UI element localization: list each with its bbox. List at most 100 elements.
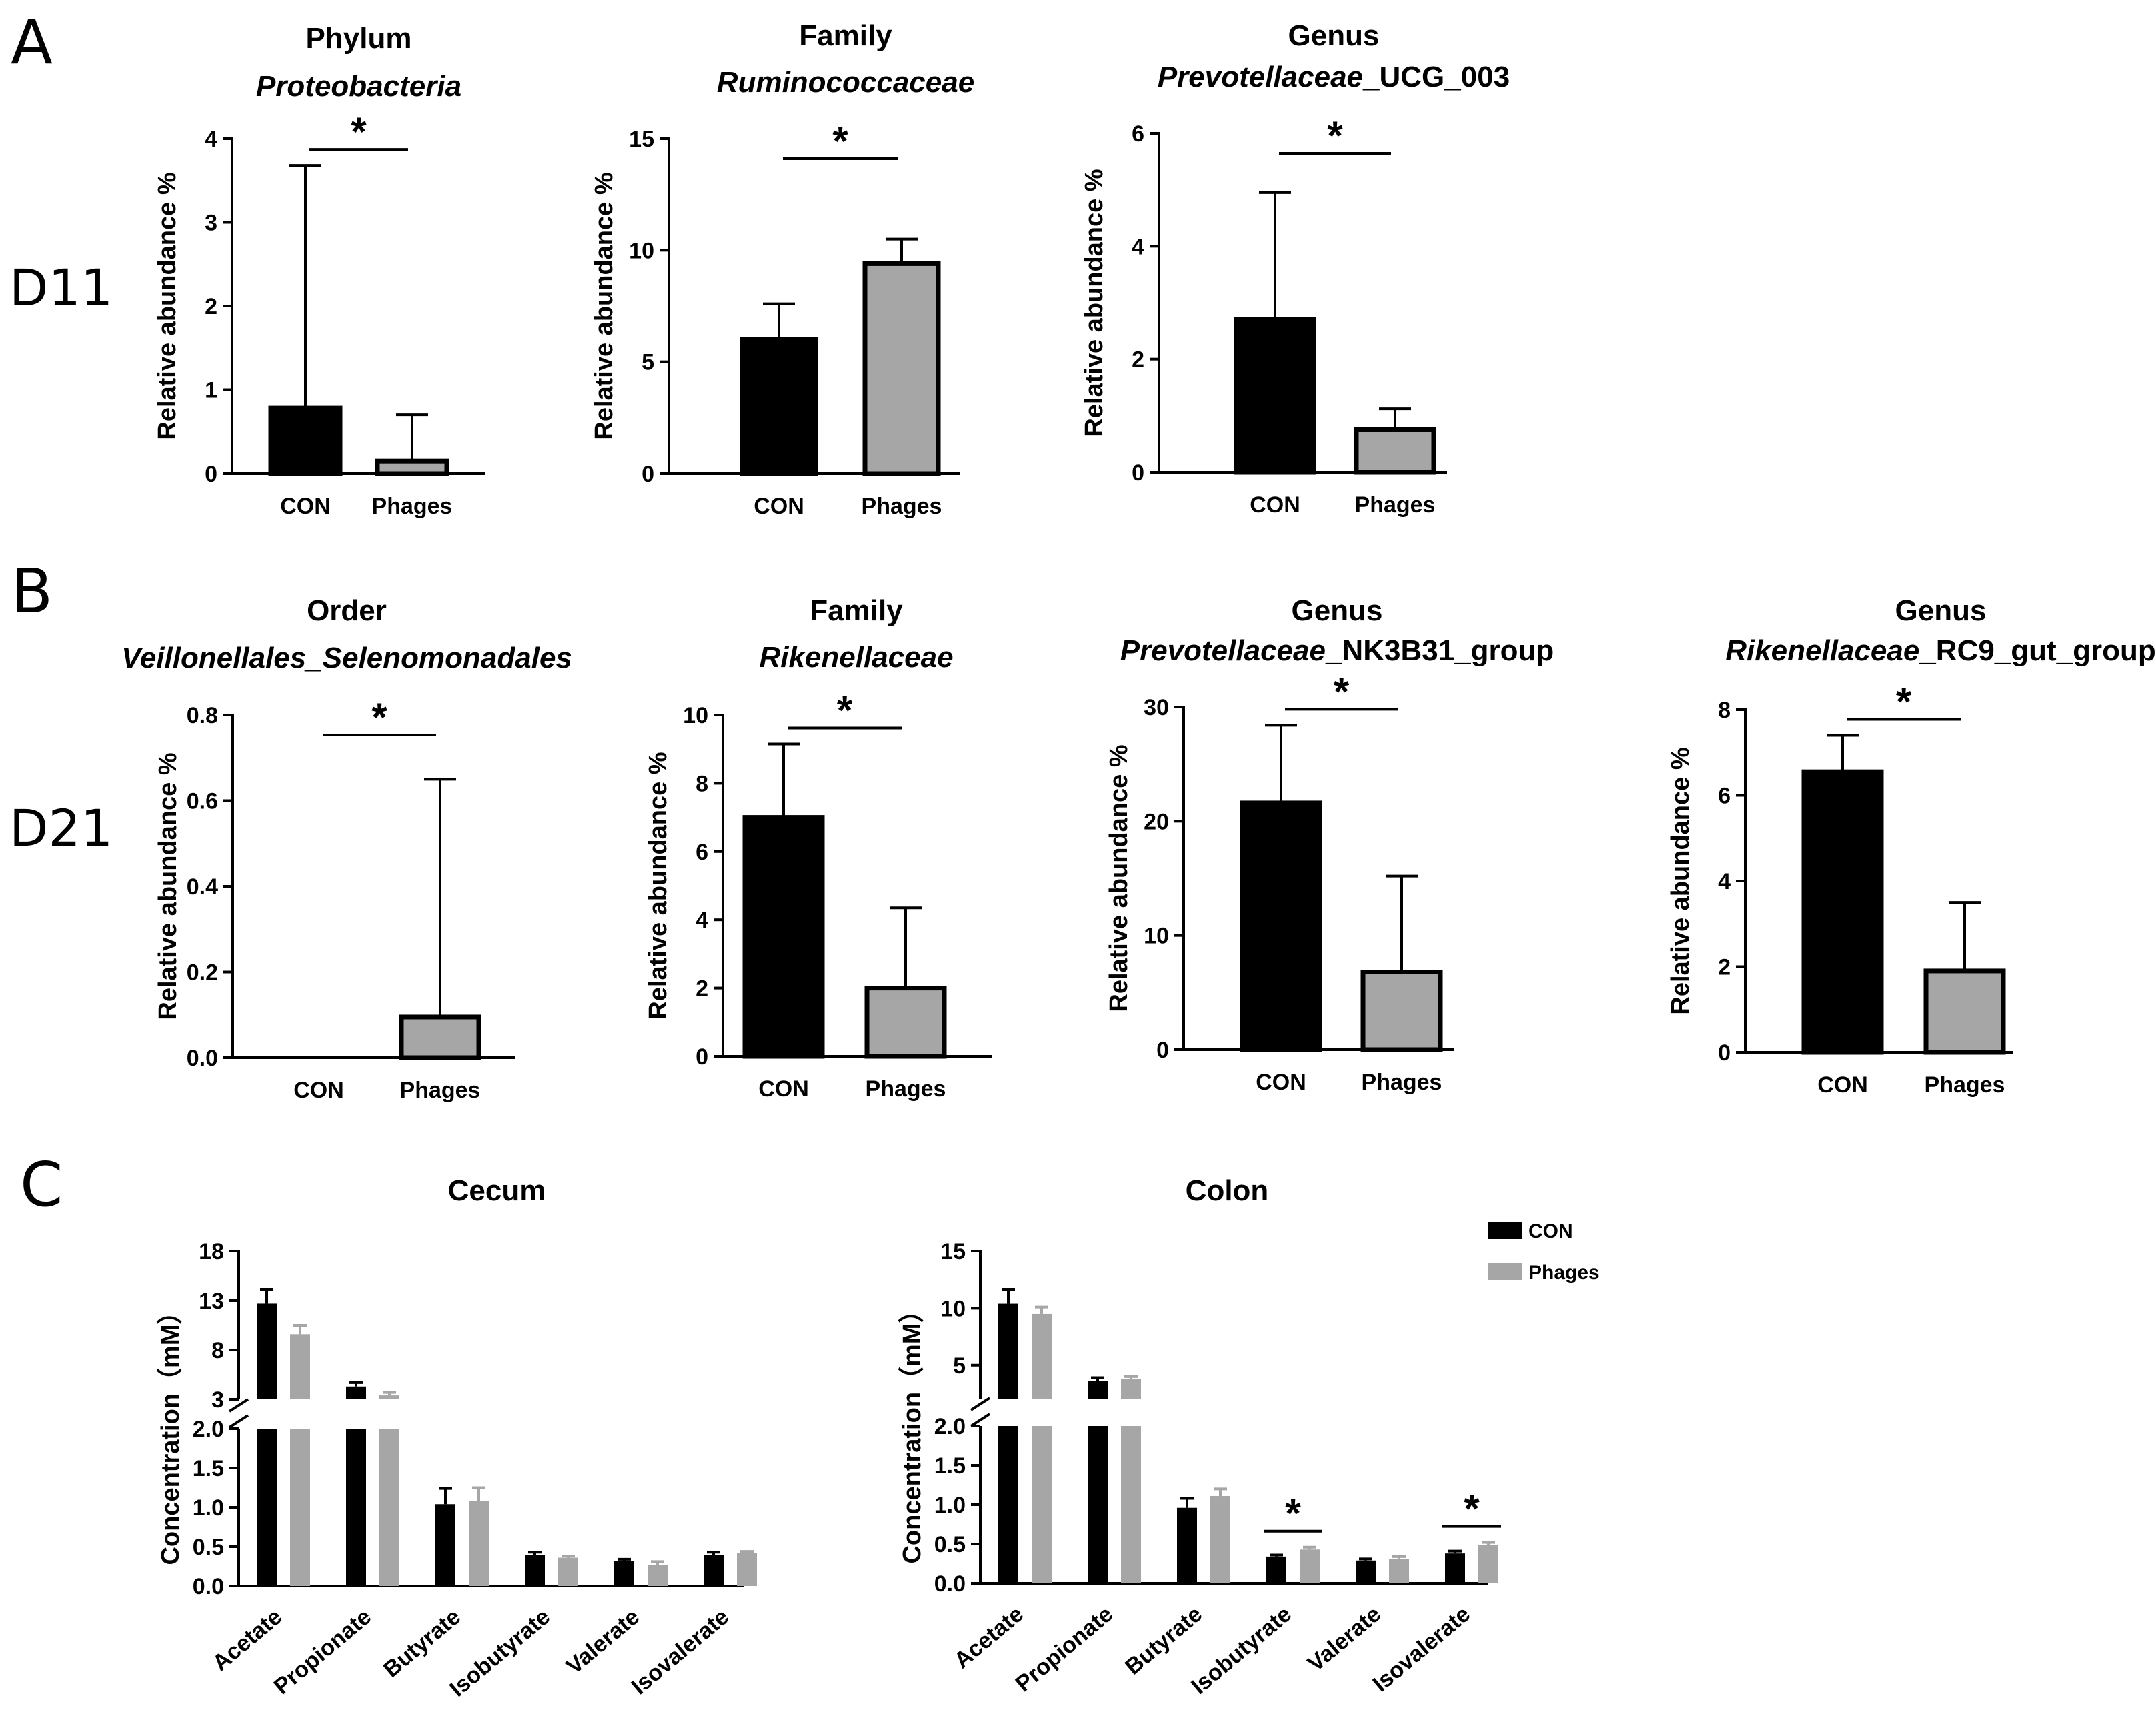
a3-ytick-label: 6 (1132, 121, 1144, 147)
b3-title-taxon: Prevotellaceae_NK3B31_group (1120, 634, 1554, 667)
b4-title-taxon-suffix: _RC9_gut_group (1919, 634, 2155, 667)
c2-bar-con-acetate (998, 1303, 1018, 1399)
c2-xtick-valerate: Valerate (1303, 1601, 1386, 1677)
c2-bar-con-isobutyrate (1266, 1556, 1286, 1583)
legend-label-con: CON (1528, 1220, 1573, 1242)
c2-ytick-label: 0.0 (934, 1571, 966, 1597)
a2-title-taxon: Ruminococcaceae (717, 66, 974, 99)
a2-bar-con (740, 337, 818, 476)
a1-title-taxon-name: Proteobacteria (256, 70, 461, 103)
b4-ytick-label: 2 (1718, 955, 1731, 980)
panel-label-b: B (11, 556, 53, 627)
b4-bar-phages (1923, 968, 2006, 1055)
a1-signif-star: * (351, 109, 367, 154)
c2-axis-break-mark (970, 1413, 991, 1427)
c2-ytick-label: 10 (940, 1296, 966, 1321)
b1-ytick-label: 0.8 (187, 703, 218, 728)
b3-y-label: Relative abundance % (1105, 744, 1133, 1012)
b4-ytick-label: 8 (1718, 698, 1731, 723)
a3-xtick-con: CON (1250, 492, 1300, 518)
c2-ytick-label: 15 (940, 1239, 966, 1264)
c2-bar-con-isovalerate (1445, 1553, 1465, 1583)
c2-ytick-label: 1.5 (934, 1453, 966, 1479)
a3-bar-con (1234, 317, 1316, 475)
c1-xtick-valerate: Valerate (562, 1604, 644, 1679)
c2-bar-phages-propionate (1121, 1379, 1141, 1399)
c2-bar-phages-isovalerate (1478, 1545, 1498, 1583)
b4-title-taxon: Rikenellaceae_RC9_gut_group (1725, 634, 2156, 667)
c2-ytick-label: 0.5 (934, 1532, 966, 1557)
c1-ytick-label: 1.5 (193, 1456, 224, 1481)
a1-bar-con (268, 405, 343, 476)
c2-ytick-label: 2.0 (934, 1414, 966, 1439)
b2-ytick-label: 8 (696, 771, 708, 796)
c1-bar-con-butyrate (435, 1504, 455, 1586)
c1-title: Cecum (448, 1174, 546, 1207)
a2-title-rank: Family (799, 19, 892, 52)
a2-ytick-label: 0 (642, 462, 654, 487)
b4-bar-con (1801, 769, 1884, 1055)
b2-ytick-label: 6 (696, 840, 708, 865)
a3-ytick-label: 4 (1132, 234, 1144, 259)
b3-ytick-label: 30 (1144, 695, 1169, 720)
b1-xtick-con: CON (293, 1078, 344, 1103)
a1-bar-phages (375, 458, 449, 476)
c1-bar-phages-propionate-lower (379, 1429, 399, 1586)
b2-title-rank: Family (810, 594, 903, 627)
c2-bar-con-propionate-lower (1088, 1426, 1108, 1583)
c1-y-label: Concentration（mM） (157, 1299, 185, 1565)
row-label-d21: D21 (9, 798, 113, 858)
b2-ytick-label: 0 (696, 1044, 708, 1070)
c2-bar-phages-butyrate (1210, 1496, 1230, 1583)
b3-title-taxon-name: Prevotellaceae (1120, 634, 1326, 667)
b4-xtick-con: CON (1817, 1072, 1868, 1098)
a2-bar-phages (862, 261, 941, 476)
c2-bar-con-propionate (1088, 1381, 1108, 1399)
a1-ytick-label: 1 (205, 378, 217, 403)
c1-bar-con-valerate (614, 1561, 634, 1586)
b1-ytick-label: 0.0 (187, 1046, 218, 1071)
b4-title-taxon-name: Rikenellaceae (1725, 634, 1919, 667)
b3-ytick-label: 10 (1144, 924, 1169, 949)
b2-bar-con (742, 815, 825, 1059)
b1-ytick-label: 0.2 (187, 960, 218, 986)
c1-bar-con-isobutyrate (525, 1555, 545, 1586)
a3-title-taxon: Prevotellaceae_UCG_003 (1158, 61, 1510, 93)
c1-xtick-isovalerate: Isovalerate (627, 1604, 734, 1699)
a2-ytick-label: 10 (629, 238, 654, 263)
c2-xtick-butyrate: Butyrate (1120, 1601, 1207, 1680)
b3-ytick-label: 20 (1144, 809, 1169, 834)
a1-xtick-con: CON (280, 494, 331, 519)
b1-title-taxon-name: Veillonellales_Selenomonadales (121, 642, 572, 674)
a3-title-taxon-suffix: _UCG_003 (1362, 61, 1510, 93)
b1-title-rank: Order (307, 594, 387, 627)
b2-signif-star: * (837, 688, 853, 733)
c1-bar-phages-valerate (648, 1565, 668, 1586)
b2-xtick-con: CON (758, 1076, 809, 1102)
legend-label-phages: Phages (1528, 1262, 1600, 1284)
c2-bar-phages-acetate-lower (1032, 1426, 1052, 1583)
c1-ytick-label: 8 (211, 1338, 224, 1363)
panel-label-a: A (11, 7, 53, 78)
c2-bar-con-butyrate (1177, 1507, 1197, 1583)
c1-ytick-label: 0.5 (193, 1535, 224, 1560)
c1-bar-con-propionate (346, 1386, 366, 1399)
c1-bar-con-acetate (257, 1303, 277, 1399)
c2-axis-break-mark (970, 1397, 991, 1411)
a1-y-label: Relative abundance % (153, 172, 181, 440)
c2-bar-phages-propionate-lower (1121, 1426, 1141, 1583)
c2-bar-phages-valerate (1389, 1559, 1409, 1583)
b3-signif-star: * (1334, 669, 1350, 714)
a3-ytick-label: 2 (1132, 347, 1144, 373)
b2-ytick-label: 4 (696, 908, 708, 933)
a1-xtick-phages: Phages (372, 494, 453, 519)
c2-title: Colon (1186, 1174, 1269, 1207)
a3-ytick-label: 0 (1132, 460, 1144, 486)
c1-bar-con-acetate-lower (257, 1429, 277, 1586)
a1-ytick-label: 0 (205, 462, 217, 487)
a2-ytick-label: 15 (629, 127, 654, 152)
a3-title-taxon-name: Prevotellaceae (1158, 61, 1363, 93)
b3-bar-con (1240, 800, 1322, 1052)
b3-title-taxon-suffix: _NK3B31_group (1325, 634, 1554, 667)
